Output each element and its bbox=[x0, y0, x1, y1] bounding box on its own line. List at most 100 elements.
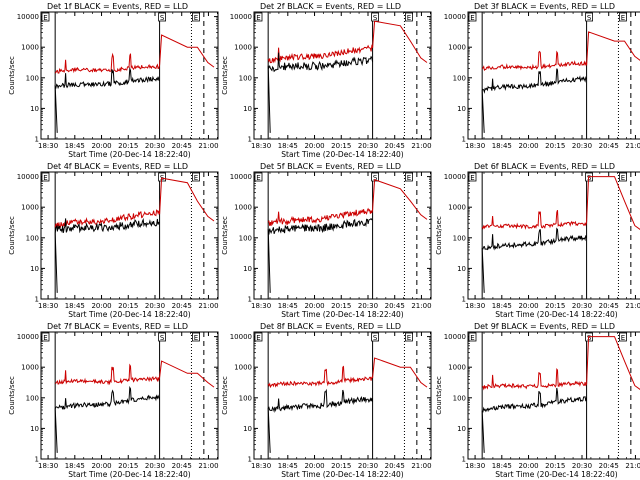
region-letter-box bbox=[41, 12, 50, 22]
events-series bbox=[54, 385, 161, 453]
ytick-label: 1000 bbox=[234, 364, 252, 372]
ytick-label: 10000 bbox=[17, 13, 39, 21]
xtick-label: 20:30 bbox=[358, 462, 378, 470]
xtick-label: 20:00 bbox=[91, 302, 111, 310]
panel-title: Det 5f BLACK = Events, RED = LLD bbox=[260, 162, 401, 171]
panel-title: Det 6f BLACK = Events, RED = LLD bbox=[474, 162, 615, 171]
region-letter-box bbox=[468, 172, 477, 182]
region-letter: E bbox=[194, 14, 198, 22]
ytick-label: 100 bbox=[239, 74, 252, 82]
ytick-label: 1 bbox=[462, 136, 466, 144]
lld-series bbox=[482, 336, 640, 391]
lld-series bbox=[267, 20, 428, 64]
plot-frame bbox=[40, 331, 219, 460]
y-axis-label: Counts/sec bbox=[221, 216, 229, 255]
xtick-label: 20:30 bbox=[358, 302, 378, 310]
ytick-label: 1 bbox=[248, 296, 252, 304]
lld-series bbox=[481, 31, 640, 72]
lld-series bbox=[267, 357, 428, 389]
x-axis-label: Start Time (20-Dec-14 18:22:40) bbox=[281, 150, 403, 159]
region-letter-box bbox=[371, 332, 379, 342]
ytick-label: 1000 bbox=[448, 204, 466, 212]
region-letter-box bbox=[254, 172, 263, 182]
events-series bbox=[54, 67, 160, 133]
xtick-label: 18:30 bbox=[465, 142, 485, 150]
xtick-label: 20:00 bbox=[91, 142, 111, 150]
region-letter: S bbox=[160, 14, 165, 22]
events-series bbox=[481, 227, 588, 293]
region-letter: E bbox=[194, 334, 198, 342]
x-axis-label: Start Time (20-Dec-14 18:22:40) bbox=[68, 470, 190, 479]
xtick-label: 21:00 bbox=[411, 142, 431, 150]
plot-frame bbox=[467, 171, 640, 300]
region-letter: E bbox=[256, 174, 260, 182]
ytick-label: 10 bbox=[243, 425, 252, 433]
xtick-label: 20:30 bbox=[145, 462, 165, 470]
xtick-label: 18:45 bbox=[278, 462, 298, 470]
panel-title: Det 4f BLACK = Events, RED = LLD bbox=[47, 162, 188, 171]
ytick-label: 10000 bbox=[230, 333, 252, 341]
region-letter-box bbox=[405, 332, 413, 342]
panel-7: Det 7f BLACK = Events, RED = LLD 1 10 100 10… bbox=[8, 322, 219, 479]
panel-6: Det 6f BLACK = Events, RED = LLD 1 10 100 10… bbox=[435, 162, 640, 319]
ytick-label: 1 bbox=[248, 456, 252, 464]
ytick-label: 10 bbox=[243, 105, 252, 113]
region-letter-box bbox=[371, 172, 379, 182]
xtick-label: 18:45 bbox=[65, 142, 85, 150]
panel-2: Det 2f BLACK = Events, RED = LLD 1 10 100 10… bbox=[221, 2, 432, 159]
ytick-label: 10 bbox=[457, 265, 466, 273]
x-axis-label: Start Time (20-Dec-14 18:22:40) bbox=[281, 470, 403, 479]
ytick-label: 1 bbox=[35, 136, 39, 144]
x-axis-label: Start Time (20-Dec-14 18:22:40) bbox=[495, 470, 617, 479]
xtick-label: 18:45 bbox=[278, 142, 298, 150]
region-letter: E bbox=[407, 14, 411, 22]
events-series bbox=[481, 387, 588, 453]
xtick-label: 20:15 bbox=[118, 462, 138, 470]
region-letter-box bbox=[192, 12, 200, 22]
panel-4: Det 4f BLACK = Events, RED = LLD 1 10 100 10… bbox=[8, 162, 219, 319]
xtick-label: 18:30 bbox=[38, 302, 58, 310]
xtick-label: 20:30 bbox=[572, 142, 592, 150]
ytick-label: 1000 bbox=[21, 204, 39, 212]
xtick-label: 21:00 bbox=[625, 302, 640, 310]
x-axis-label: Start Time (20-Dec-14 18:22:40) bbox=[495, 310, 617, 319]
ytick-label: 10000 bbox=[230, 173, 252, 181]
xtick-label: 18:30 bbox=[38, 142, 58, 150]
ytick-label: 10000 bbox=[444, 13, 466, 21]
ytick-label: 100 bbox=[26, 74, 39, 82]
ytick-label: 10 bbox=[243, 265, 252, 273]
ytick-label: 10 bbox=[457, 425, 466, 433]
xtick-label: 21:00 bbox=[411, 462, 431, 470]
y-axis-label: Counts/sec bbox=[221, 56, 229, 95]
xtick-label: 20:45 bbox=[385, 462, 405, 470]
region-letter-box bbox=[158, 332, 166, 342]
xtick-label: 20:30 bbox=[572, 302, 592, 310]
region-letter: E bbox=[43, 334, 47, 342]
ytick-label: 10000 bbox=[230, 13, 252, 21]
xtick-label: 21:00 bbox=[198, 462, 218, 470]
plot-frame bbox=[253, 331, 432, 460]
region-letter: E bbox=[194, 174, 198, 182]
xtick-label: 20:00 bbox=[304, 462, 324, 470]
lld-series bbox=[55, 360, 215, 388]
ytick-label: 100 bbox=[26, 234, 39, 242]
region-letter-box bbox=[405, 12, 413, 22]
region-letter: E bbox=[43, 14, 47, 22]
xtick-label: 21:00 bbox=[198, 142, 218, 150]
lld-series bbox=[54, 177, 215, 229]
region-letter-box bbox=[405, 172, 413, 182]
plot-frame bbox=[40, 11, 219, 140]
xtick-label: 18:30 bbox=[465, 302, 485, 310]
panel-5: Det 5f BLACK = Events, RED = LLD 1 10 100 10… bbox=[221, 162, 432, 319]
region-letter: E bbox=[621, 14, 625, 22]
xtick-label: 18:30 bbox=[38, 462, 58, 470]
x-axis-label: Start Time (20-Dec-14 18:22:40) bbox=[68, 150, 190, 159]
region-letter-box bbox=[468, 12, 477, 22]
events-series bbox=[54, 217, 160, 293]
ytick-label: 10 bbox=[30, 425, 39, 433]
y-axis-label: Counts/sec bbox=[435, 216, 443, 255]
xtick-label: 20:15 bbox=[331, 462, 351, 470]
xtick-label: 18:45 bbox=[492, 142, 512, 150]
xtick-label: 21:00 bbox=[411, 302, 431, 310]
ytick-label: 10000 bbox=[17, 333, 39, 341]
